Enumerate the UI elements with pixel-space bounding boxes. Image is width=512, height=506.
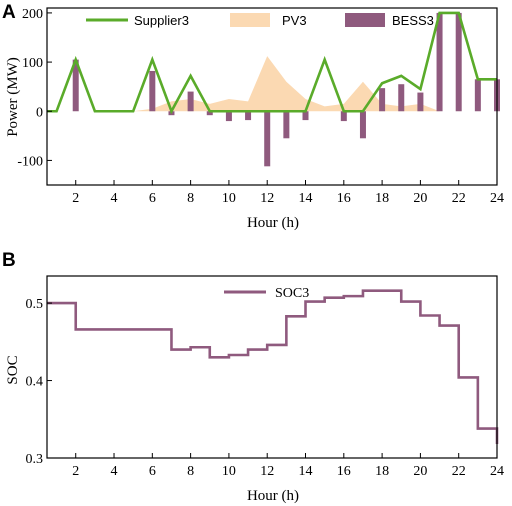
y-tick-label: 0.4 [26, 375, 44, 390]
x-tick-label: 24 [490, 191, 504, 206]
bess3-bar [302, 111, 309, 121]
panel-b-axes: 2 4 6 8 10 12 14 16 18 20 22 240.30.40.5 [26, 275, 504, 479]
bess3-bar [359, 111, 366, 139]
x-tick-label: 16 [337, 464, 351, 479]
legend-bess3-swatch [345, 13, 385, 27]
panel-a-letter: A [2, 2, 16, 23]
x-tick-label: 22 [452, 191, 466, 206]
panel-b: B 2 4 6 8 10 12 14 16 18 20 22 240.30.40.5 SOC3 Hou… [2, 250, 504, 504]
x-tick-label: 10 [222, 464, 236, 479]
bess3-bar [264, 111, 271, 167]
plot-frame [46, 275, 498, 459]
x-tick-label: 22 [452, 464, 466, 479]
bess3-bar [206, 111, 213, 116]
legend-bess3-label: BESS3 [392, 13, 434, 28]
y-tick-label: 0.5 [26, 297, 44, 312]
supplier3-line-group [47, 11, 497, 115]
x-tick-label: 24 [490, 464, 504, 479]
bess3-bar [245, 111, 252, 121]
soc3-line [47, 289, 499, 445]
x-tick-label: 4 [111, 464, 118, 479]
bess3-bar [455, 12, 462, 112]
bess3-bar [149, 70, 156, 112]
x-tick-label: 18 [375, 191, 389, 206]
panel-a-xlabel: Hour (h) [247, 215, 299, 231]
x-tick-label: 14 [299, 191, 313, 206]
bess3-bar [340, 111, 347, 122]
y-tick-label: 200 [22, 7, 43, 22]
x-tick-label: 6 [149, 191, 156, 206]
panel-b-letter: B [2, 250, 16, 271]
panel-b-legend: SOC3 [218, 283, 309, 303]
panel-a-legend: Supplier3 PV3 BESS3 [86, 13, 434, 28]
x-tick-label: 8 [187, 464, 194, 479]
x-tick-label: 8 [187, 191, 194, 206]
y-tick-label: 0.3 [26, 452, 44, 467]
x-tick-label: 2 [72, 464, 79, 479]
x-tick-label: 16 [337, 191, 351, 206]
x-tick-label: 20 [413, 191, 427, 206]
x-tick-label: 12 [260, 191, 274, 206]
panel-b-xlabel: Hour (h) [247, 488, 299, 504]
x-tick-label: 18 [375, 464, 389, 479]
x-tick-label: 10 [222, 191, 236, 206]
legend-soc3-label: SOC3 [275, 286, 309, 301]
y-tick-label: 100 [22, 56, 43, 71]
y-tick-label: 0 [36, 105, 43, 120]
bess3-bar [283, 111, 290, 139]
panel-a-ylabel: Power (MW) [5, 57, 21, 137]
panel-b-ylabel: SOC [5, 355, 21, 384]
legend-supplier3-label: Supplier3 [134, 13, 189, 28]
bess3-bar [225, 111, 232, 122]
soc3-line-group [47, 289, 499, 445]
pv3-area-group [56, 56, 498, 112]
supplier3-line [47, 11, 497, 115]
plot-frame [46, 7, 498, 186]
x-tick-label: 14 [299, 464, 313, 479]
x-tick-label: 20 [413, 464, 427, 479]
bess3-bar [379, 88, 386, 112]
y-tick-label: -100 [17, 154, 43, 169]
pv3-area [56, 56, 498, 112]
x-tick-label: 4 [111, 191, 118, 206]
bess3-bar [474, 79, 481, 112]
bess3-bar [72, 59, 79, 112]
x-tick-label: 6 [149, 464, 156, 479]
bess3-bar [417, 92, 424, 112]
bess3-bar [187, 91, 194, 112]
legend-pv3-label: PV3 [282, 13, 307, 28]
bess3-bar [436, 12, 443, 112]
x-tick-label: 2 [72, 191, 79, 206]
x-tick-label: 12 [260, 464, 274, 479]
bess3-bar [398, 84, 405, 112]
legend-pv3-swatch [230, 13, 270, 27]
